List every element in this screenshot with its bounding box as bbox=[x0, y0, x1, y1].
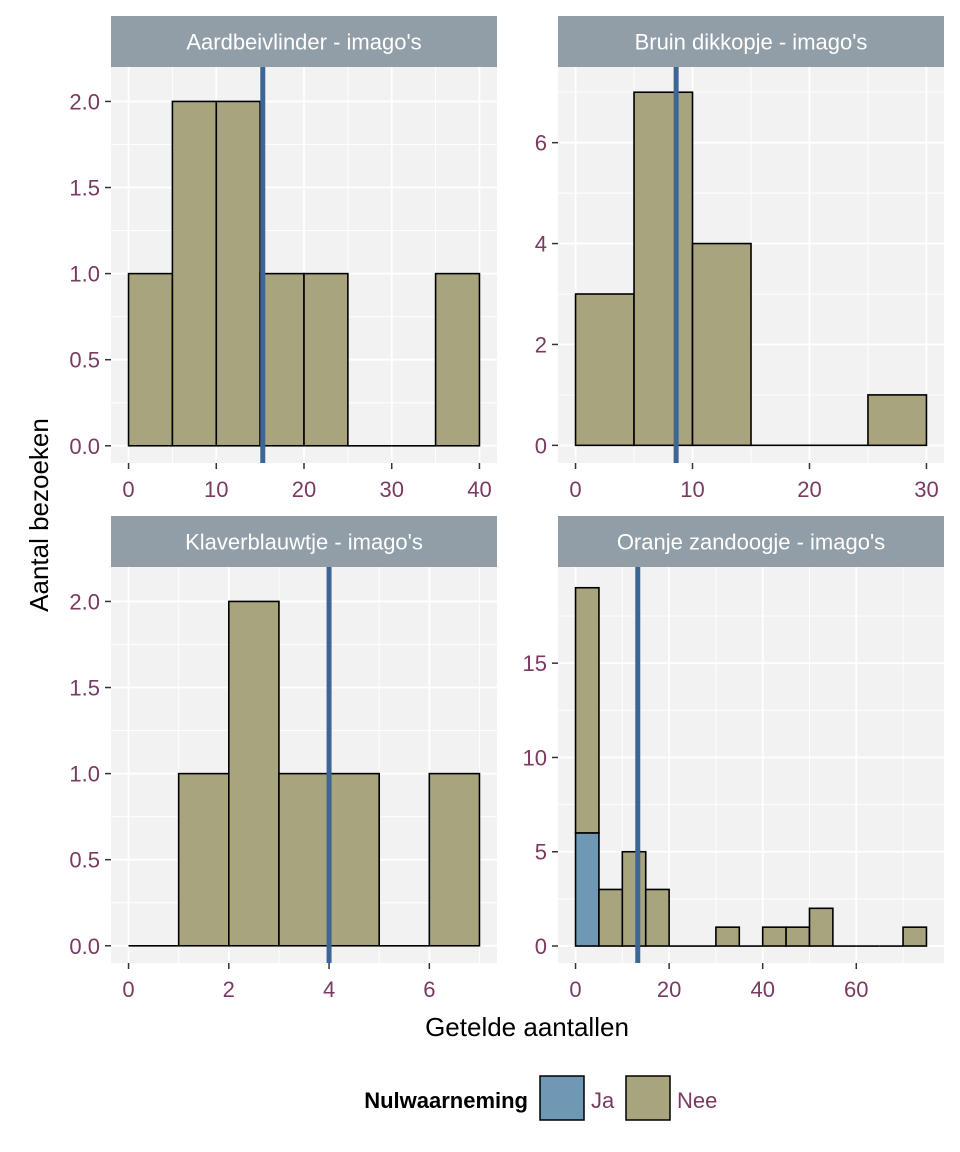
bar-nee-9 bbox=[761, 926, 787, 947]
bar-nee-3 bbox=[215, 100, 261, 447]
bar-nee-2 bbox=[633, 91, 694, 447]
y-tick-label: 5 bbox=[535, 840, 547, 865]
x-tick-label: 10 bbox=[680, 477, 704, 502]
bar-nee-7 bbox=[428, 772, 481, 947]
x-tick-label: 4 bbox=[323, 977, 335, 1002]
legend: Nulwaarneming Ja Nee bbox=[364, 1075, 717, 1121]
x-tick-label: 30 bbox=[379, 477, 403, 502]
bar-nee-4 bbox=[259, 272, 305, 447]
facet-panel-4: Oranje zandoogje - imago's 0 5 10 15 0 20 40 60 bbox=[523, 516, 944, 1002]
x-tick-label: 6 bbox=[423, 977, 435, 1002]
bar-nee-3 bbox=[691, 242, 752, 447]
y-tick-label: 0.0 bbox=[69, 434, 100, 459]
bar-nee-1 bbox=[127, 272, 174, 447]
x-axis-title: Getelde aantallen bbox=[425, 1012, 629, 1042]
facet-title: Oranje zandoogje - imago's bbox=[617, 530, 885, 555]
legend-label-nee: Nee bbox=[677, 1088, 717, 1113]
bar-nee-5 bbox=[303, 272, 349, 447]
legend-label-ja: Ja bbox=[591, 1088, 615, 1113]
bar-nee-4 bbox=[278, 772, 330, 947]
y-tick-label: 0.5 bbox=[69, 848, 100, 873]
x-tick-label: 0 bbox=[569, 477, 581, 502]
facet-strip bbox=[558, 16, 944, 67]
facet-strip bbox=[111, 16, 497, 67]
bar-nee-7 bbox=[715, 926, 741, 947]
facet-panel-2: Bruin dikkopje - imago's 0 2 4 6 0 10 20 30 bbox=[535, 16, 944, 502]
bar-nee-3 bbox=[621, 850, 647, 947]
facet-title: Klaverblauwtje - imago's bbox=[185, 530, 423, 555]
y-tick-label: 1.0 bbox=[69, 762, 100, 787]
bar-nee-1 bbox=[574, 586, 600, 834]
facet-panel-1: Aardbeivlinder - imago's 0.0 0.5 1.0 1.5 2.0 0… bbox=[69, 16, 497, 502]
x-tick-label: 60 bbox=[844, 977, 868, 1002]
y-tick-label: 2 bbox=[535, 332, 547, 357]
y-tick-label: 0.0 bbox=[69, 934, 100, 959]
facet-title: Aardbeivlinder - imago's bbox=[186, 30, 421, 55]
x-tick-label: 40 bbox=[750, 977, 774, 1002]
bar-nee-4 bbox=[644, 888, 670, 947]
x-tick-label: 0 bbox=[569, 977, 581, 1002]
bar-nee-6 bbox=[867, 394, 928, 447]
y-tick-label: 0 bbox=[535, 433, 547, 458]
bar-ja-1 bbox=[574, 832, 600, 947]
facet-strip bbox=[558, 516, 944, 567]
y-tick-label: 4 bbox=[535, 232, 547, 257]
legend-title: Nulwaarneming bbox=[364, 1088, 528, 1113]
facet-strip bbox=[111, 516, 497, 567]
x-tick-label: 20 bbox=[657, 977, 681, 1002]
bar-nee-2 bbox=[177, 772, 230, 947]
bar-nee-8 bbox=[434, 272, 481, 447]
y-tick-label: 0.5 bbox=[69, 348, 100, 373]
facet-panel-3: Klaverblauwtje - imago's 0.0 0.5 1.0 1.5 2.0 0… bbox=[69, 516, 497, 1002]
y-tick-label: 1.5 bbox=[69, 176, 100, 201]
x-tick-label: 2 bbox=[223, 977, 235, 1002]
y-tick-label: 0 bbox=[535, 934, 547, 959]
bar-nee-3 bbox=[228, 600, 280, 947]
x-tick-label: 0 bbox=[122, 977, 134, 1002]
y-tick-label: 1.5 bbox=[69, 676, 100, 701]
y-tick-label: 6 bbox=[535, 131, 547, 156]
bar-nee-5 bbox=[328, 772, 380, 947]
bar-nee-15 bbox=[902, 926, 928, 947]
x-tick-label: 0 bbox=[122, 477, 134, 502]
y-axis-title: Aantal bezoeken bbox=[24, 418, 54, 612]
facet-panels: Aardbeivlinder - imago's 0.0 0.5 1.0 1.5 2.0 0… bbox=[69, 16, 944, 1002]
x-tick-label: 20 bbox=[292, 477, 316, 502]
legend-swatch-ja bbox=[539, 1075, 585, 1121]
bar-nee-11 bbox=[808, 907, 834, 947]
bar-nee-2 bbox=[171, 100, 218, 447]
y-tick-label: 10 bbox=[523, 745, 547, 770]
legend-swatch-nee bbox=[625, 1075, 671, 1121]
x-tick-label: 20 bbox=[797, 477, 821, 502]
y-tick-label: 2.0 bbox=[69, 589, 100, 614]
y-tick-label: 2.0 bbox=[69, 89, 100, 114]
y-tick-label: 1.0 bbox=[69, 262, 100, 287]
facet-title: Bruin dikkopje - imago's bbox=[635, 30, 868, 55]
bar-nee-1 bbox=[574, 293, 635, 447]
y-tick-label: 15 bbox=[523, 651, 547, 676]
x-tick-label: 10 bbox=[204, 477, 228, 502]
x-tick-label: 30 bbox=[914, 477, 938, 502]
x-tick-label: 40 bbox=[467, 477, 491, 502]
bar-nee-2 bbox=[598, 888, 624, 947]
bar-nee-10 bbox=[785, 926, 811, 947]
